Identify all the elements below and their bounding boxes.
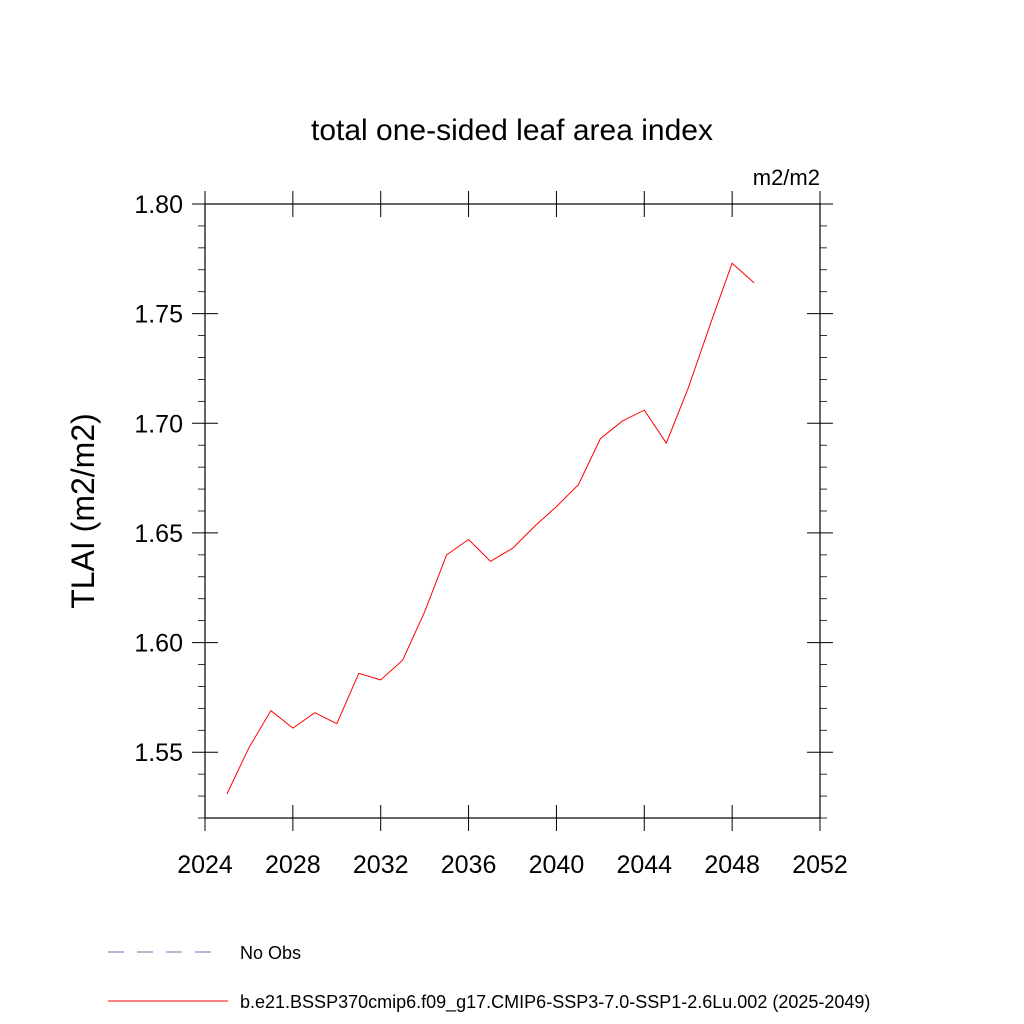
y-tick-label: 1.65 — [134, 520, 183, 548]
y-tick-label: 1.80 — [134, 191, 183, 219]
series-group — [226, 262, 755, 795]
x-tick-label: 2040 — [529, 851, 585, 879]
x-tick-label: 2048 — [704, 851, 760, 879]
legend-label: No Obs — [240, 943, 301, 963]
legend-label: b.e21.BSSP370cmip6.f09_g17.CMIP6-SSP3-7.… — [240, 992, 870, 1013]
x-tick-label: 2028 — [265, 851, 321, 879]
x-tick-label: 2044 — [616, 851, 672, 879]
y-tick-label: 1.55 — [134, 739, 183, 767]
x-tick-labels: 2024 2028 2032 2036 2040 2044 2048 2052 — [177, 851, 848, 879]
legend: No Obs b.e21.BSSP370cmip6.f09_g17.CMIP6-S… — [108, 943, 870, 1013]
y-tick-labels: 1.55 1.60 1.65 1.70 1.75 1.80 — [134, 191, 183, 767]
units-label: m2/m2 — [753, 165, 820, 190]
x-tick-label: 2032 — [353, 851, 409, 879]
y-axis-label: TLAI (m2/m2) — [65, 413, 101, 609]
x-tick-label: 2052 — [792, 851, 848, 879]
plot-frame — [204, 203, 821, 819]
y-tick-label: 1.70 — [134, 410, 183, 438]
chart-title: total one-sided leaf area index — [311, 114, 713, 147]
y-tick-label: 1.75 — [134, 301, 183, 329]
x-tick-label: 2036 — [441, 851, 497, 879]
series-line — [226, 262, 755, 795]
axis-ticks — [192, 191, 833, 831]
y-tick-label: 1.60 — [134, 630, 183, 658]
x-tick-label: 2024 — [177, 851, 233, 879]
